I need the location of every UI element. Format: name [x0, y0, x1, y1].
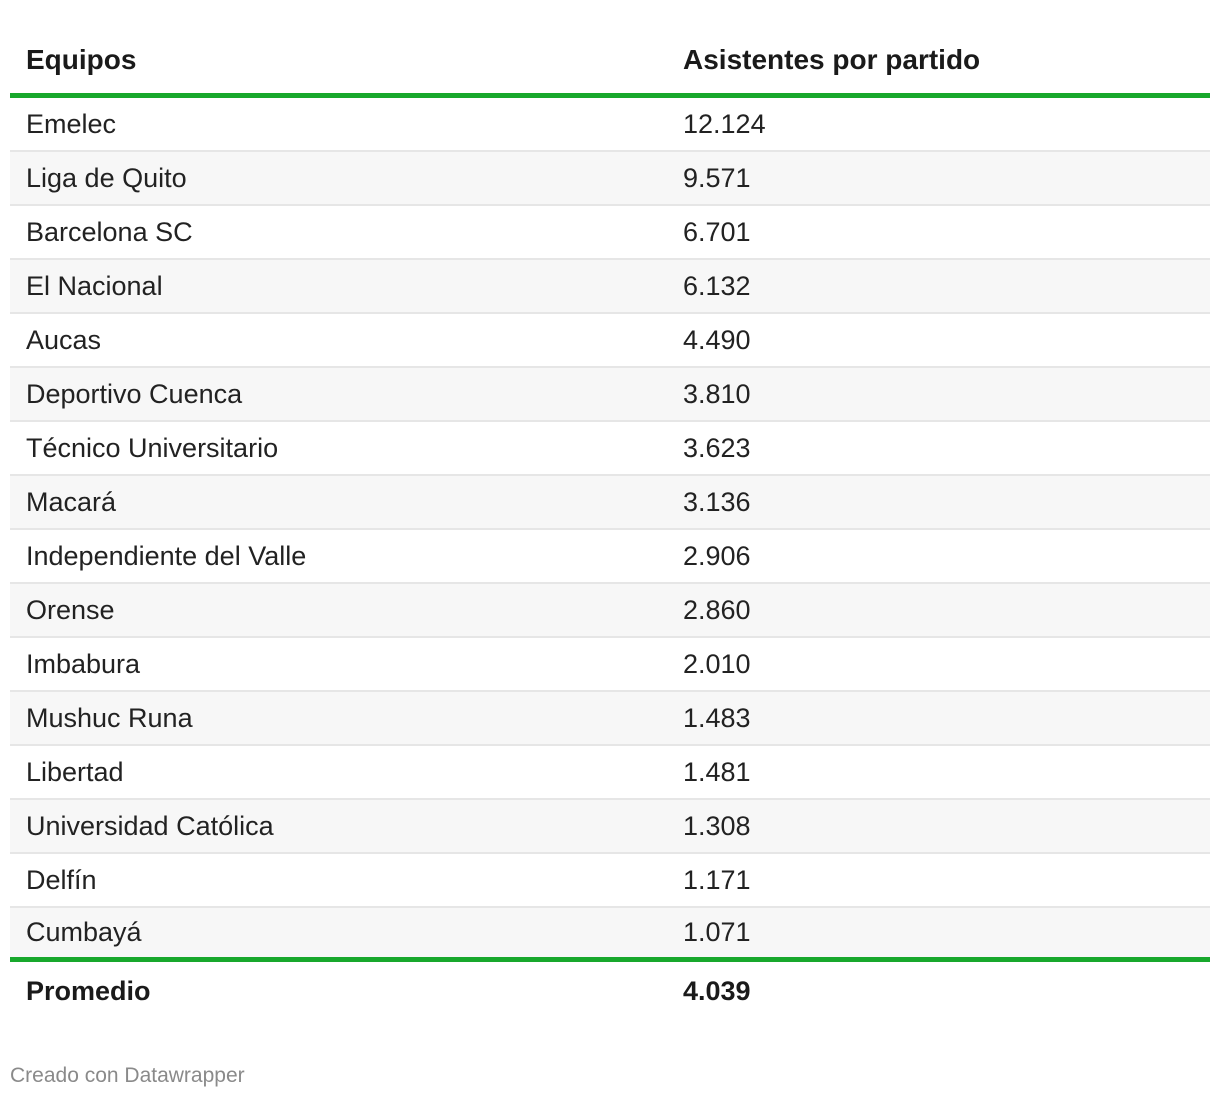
- total-row: Promedio 4.039: [10, 962, 1210, 1020]
- table-row: Barcelona SC 6.701: [10, 206, 1210, 260]
- team-name-cell: Técnico Universitario: [26, 432, 279, 463]
- footer-credit: Creado con Datawrapper: [10, 1064, 245, 1087]
- team-name-cell: Libertad: [26, 756, 124, 787]
- attendance-value-cell: 1.308: [683, 810, 751, 841]
- table-row: Universidad Católica 1.308: [10, 800, 1210, 854]
- table-row: Técnico Universitario 3.623: [10, 422, 1210, 476]
- attendance-value-cell: 3.810: [683, 378, 751, 409]
- team-name-cell: Deportivo Cuenca: [26, 378, 243, 409]
- team-name-cell: Macará: [26, 486, 117, 517]
- column-header-team: Equipos: [26, 43, 137, 75]
- team-name-cell: Barcelona SC: [26, 216, 193, 247]
- team-name-cell: Imbabura: [26, 648, 141, 679]
- table-row: Deportivo Cuenca 3.810: [10, 368, 1210, 422]
- attendance-value-cell: 1.071: [683, 917, 751, 947]
- attendance-value-cell: 6.701: [683, 216, 751, 247]
- table-body: Emelec 12.124 Liga de Quito 9.571 Barcelona …: [10, 98, 1210, 962]
- team-name-cell: Delfín: [26, 864, 97, 895]
- attendance-value-cell: 2.860: [683, 594, 751, 625]
- table-row: Emelec 12.124: [10, 98, 1210, 152]
- team-name-cell: El Nacional: [26, 270, 163, 301]
- attendance-value-cell: 2.010: [683, 648, 751, 679]
- table-row: Macará 3.136: [10, 476, 1210, 530]
- attendance-value-cell: 12.124: [683, 108, 766, 139]
- attendance-value-cell: 3.623: [683, 432, 751, 463]
- team-name-cell: Mushuc Runa: [26, 702, 193, 733]
- table-row: Liga de Quito 9.571: [10, 152, 1210, 206]
- attendance-value-cell: 3.136: [683, 486, 751, 517]
- team-name-cell: Emelec: [26, 108, 117, 139]
- table-row: Orense 2.860: [10, 584, 1210, 638]
- table-row: Cumbayá 1.071: [10, 908, 1210, 962]
- total-value: 4.039: [683, 975, 751, 1006]
- attendance-value-cell: 1.481: [683, 756, 751, 787]
- team-name-cell: Universidad Católica: [26, 810, 274, 841]
- attendance-value-cell: 1.171: [683, 864, 751, 895]
- attendance-value-cell: 6.132: [683, 270, 751, 301]
- team-name-cell: Independiente del Valle: [26, 540, 307, 571]
- team-name-cell: Liga de Quito: [26, 162, 187, 193]
- table-row: Delfín 1.171: [10, 854, 1210, 908]
- team-name-cell: Cumbayá: [26, 917, 142, 947]
- attendance-value-cell: 4.490: [683, 324, 751, 355]
- table-row: El Nacional 6.132: [10, 260, 1210, 314]
- team-name-cell: Aucas: [26, 324, 102, 355]
- attendance-table: Equipos Asistentes por partido Emelec 12.…: [10, 30, 1210, 1020]
- table-row: Libertad 1.481: [10, 746, 1210, 800]
- column-header-attendance: Asistentes por partido: [683, 43, 981, 75]
- table-row: Aucas 4.490: [10, 314, 1210, 368]
- table-row: Independiente del Valle 2.906: [10, 530, 1210, 584]
- attendance-value-cell: 2.906: [683, 540, 751, 571]
- attendance-value-cell: 9.571: [683, 162, 751, 193]
- table-row: Imbabura 2.010: [10, 638, 1210, 692]
- total-label: Promedio: [26, 975, 151, 1006]
- team-name-cell: Orense: [26, 594, 115, 625]
- table-header: Equipos Asistentes por partido: [10, 30, 1210, 98]
- table-row: Mushuc Runa 1.483: [10, 692, 1210, 746]
- attendance-value-cell: 1.483: [683, 702, 751, 733]
